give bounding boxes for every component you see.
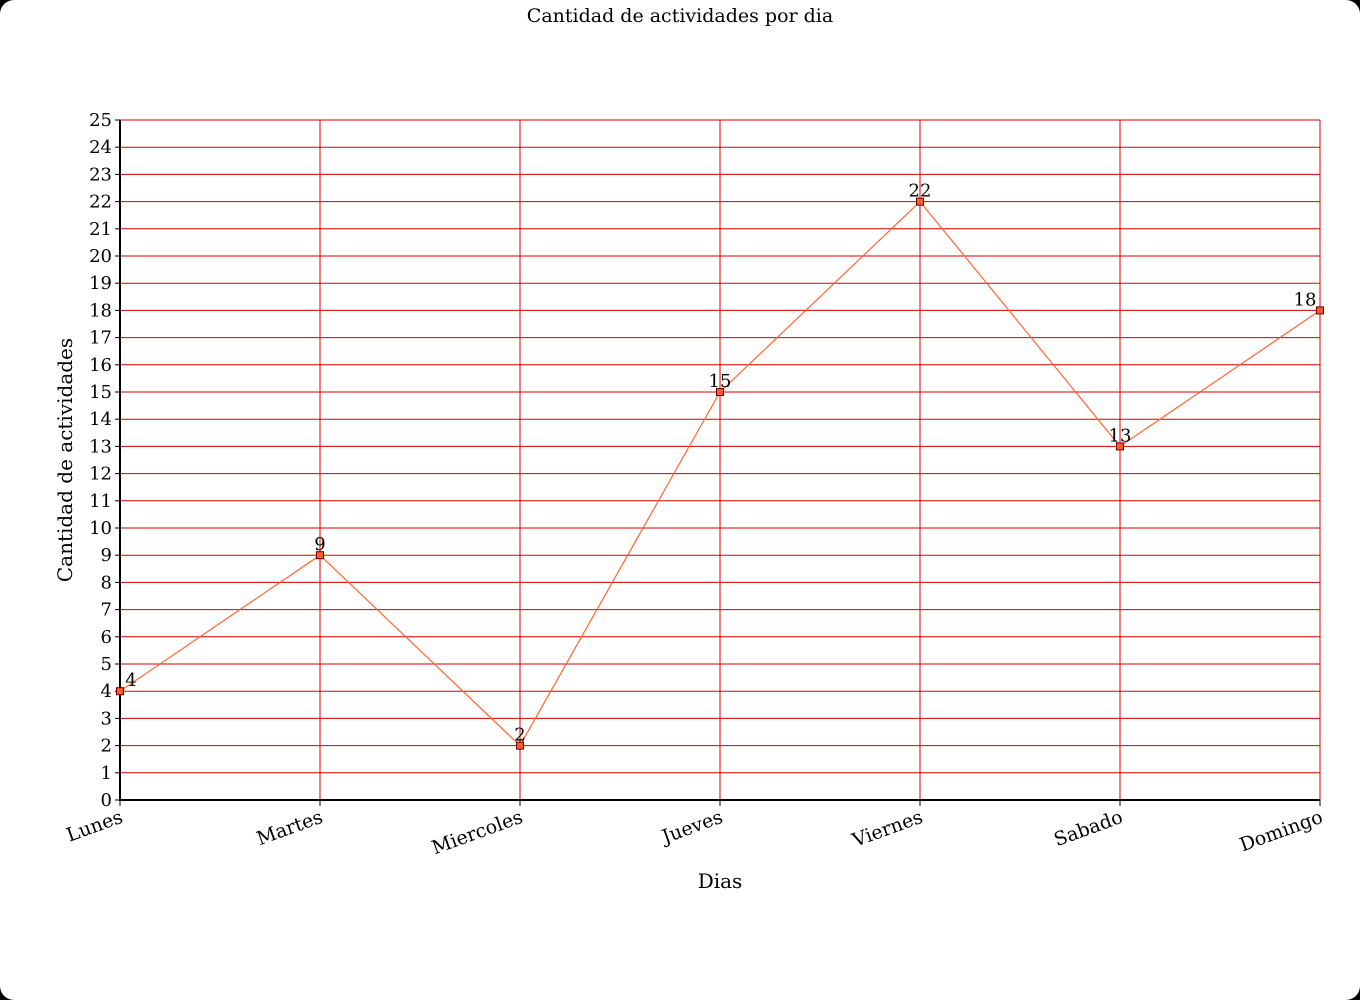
y-tick-label: 15 [89, 382, 112, 403]
x-axis-ticks: Lunes Martes Miercoles Jueves Viernes Sabado D… [64, 800, 1326, 859]
y-tick-label: 7 [101, 600, 112, 621]
y-tick-label: 18 [89, 300, 112, 321]
data-value-label: 9 [314, 534, 325, 555]
y-tick-label: 0 [101, 790, 112, 811]
y-tick-label: 17 [89, 328, 112, 349]
data-value-label: 15 [709, 371, 732, 392]
y-tick-label: 5 [101, 654, 112, 675]
data-value-label: 2 [514, 725, 525, 746]
y-tick-label: 6 [101, 627, 112, 648]
y-tick-label: 12 [89, 464, 112, 485]
x-tick-label: Domingo [1237, 806, 1326, 856]
y-tick-label: 9 [101, 545, 112, 566]
data-value-label: 4 [125, 670, 136, 691]
data-point-marker [316, 551, 324, 560]
x-tick-label: Miercoles [429, 806, 526, 859]
y-tick-label: 2 [101, 736, 112, 757]
data-labels: 4 9 2 15 22 13 18 [125, 181, 1316, 746]
x-tick-label: Sabado [1051, 806, 1126, 851]
data-point-marker [516, 741, 524, 750]
y-tick-label: 25 [89, 110, 112, 131]
data-value-label: 13 [1109, 425, 1132, 446]
data-value-label: 22 [909, 181, 932, 202]
x-tick-label: Viernes [849, 806, 926, 852]
y-tick-label: 20 [89, 246, 112, 267]
data-point-marker [1316, 306, 1324, 315]
data-point-marker [116, 687, 124, 696]
chart-title: Cantidad de actividades por dia [527, 5, 833, 27]
y-tick-label: 11 [89, 491, 112, 512]
y-tick-label: 24 [89, 137, 112, 158]
grid-lines [120, 119, 1321, 800]
y-tick-label: 23 [89, 164, 112, 185]
y-tick-label: 19 [89, 273, 112, 294]
y-axis-ticks: 0123456789101112131415161718192021222324… [89, 110, 120, 811]
y-tick-label: 21 [89, 219, 112, 240]
x-axis-title: Dias [698, 869, 743, 893]
y-tick-label: 13 [89, 436, 112, 457]
y-tick-label: 22 [89, 192, 112, 213]
y-tick-label: 10 [89, 518, 112, 539]
y-axis-title: Cantidad de actividades [53, 338, 77, 582]
y-tick-label: 14 [89, 409, 112, 430]
data-point-marker [1116, 442, 1124, 451]
data-series [116, 197, 1324, 750]
x-tick-label: Lunes [64, 806, 126, 847]
y-tick-label: 8 [101, 572, 112, 593]
y-tick-label: 3 [101, 708, 112, 729]
x-tick-label: Jueves [657, 806, 725, 849]
data-point-marker [916, 197, 924, 206]
y-tick-label: 16 [89, 355, 112, 376]
x-tick-label: Martes [254, 806, 326, 850]
data-point-marker [716, 388, 724, 396]
data-value-label: 18 [1294, 289, 1317, 310]
y-tick-label: 1 [101, 763, 112, 784]
y-tick-label: 4 [101, 681, 112, 702]
